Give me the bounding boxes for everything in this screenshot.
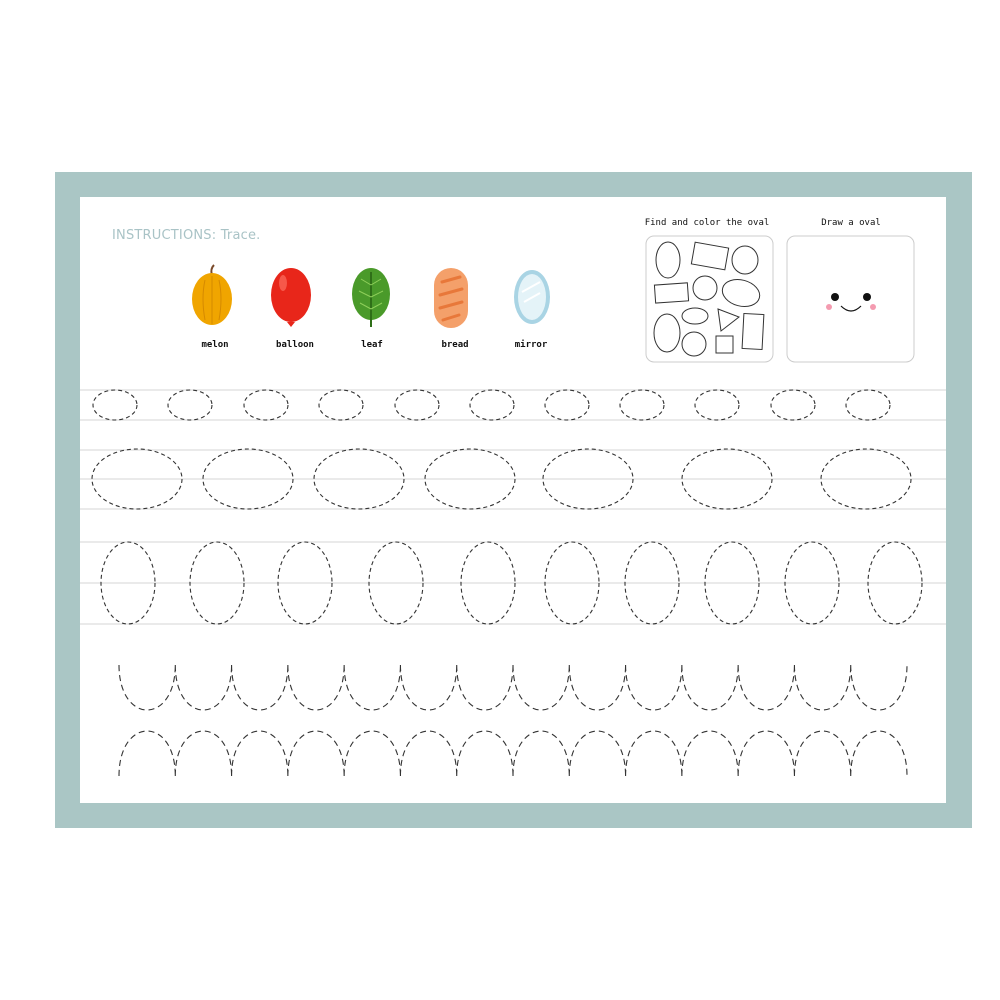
trace-oval-tall — [704, 541, 760, 625]
trace-oval-small — [469, 389, 515, 421]
trace-oval-tall — [784, 541, 840, 625]
trace-oval-small — [619, 389, 665, 421]
bread-icon — [434, 268, 468, 328]
trace-cups-row — [118, 664, 908, 711]
instructions-text: Trace. — [220, 228, 261, 243]
picture-label-melon: melon — [201, 340, 229, 350]
instructions: INSTRUCTIONS: Trace. — [112, 228, 261, 243]
trace-oval-wide — [681, 448, 773, 510]
picture-label-mirror: mirror — [514, 340, 548, 350]
trace-oval-small — [770, 389, 816, 421]
guide-lines — [80, 389, 946, 625]
trace-oval-wide — [91, 448, 183, 510]
trace-oval-tall — [368, 541, 424, 625]
trace-oval-tall — [460, 541, 516, 625]
trace-arches-row — [118, 730, 908, 777]
trace-shapes[interactable] — [91, 389, 923, 777]
trace-oval-small — [243, 389, 289, 421]
trace-oval-wide — [542, 448, 634, 510]
trace-oval-small — [318, 389, 364, 421]
trace-oval-tall — [867, 541, 923, 625]
trace-oval-tall — [624, 541, 680, 625]
instructions-label: INSTRUCTIONS: — [112, 228, 217, 243]
trace-oval-tall — [544, 541, 600, 625]
balloon-icon — [271, 268, 311, 327]
find-box-title: Find and color the oval — [644, 218, 770, 228]
trace-oval-wide — [820, 448, 912, 510]
trace-oval-tall — [189, 541, 245, 625]
trace-oval-small — [845, 389, 891, 421]
mirror-icon — [514, 270, 550, 324]
trace-oval-small — [544, 389, 590, 421]
find-oval-box — [645, 235, 774, 363]
trace-oval-wide — [202, 448, 294, 510]
picture-label-leaf: leaf — [361, 340, 383, 350]
trace-oval-tall — [100, 541, 156, 625]
trace-oval-small — [92, 389, 138, 421]
trace-oval-tall — [277, 541, 333, 625]
melon-icon — [192, 264, 232, 325]
trace-oval-small — [167, 389, 213, 421]
picture-label-bread: bread — [441, 340, 469, 350]
trace-oval-small — [394, 389, 440, 421]
trace-oval-wide — [424, 448, 516, 510]
draw-oval-box[interactable] — [786, 235, 915, 363]
trace-oval-small — [694, 389, 740, 421]
picture-label-balloon: balloon — [276, 340, 314, 350]
draw-box-title: Draw a oval — [821, 218, 881, 228]
leaf-icon — [352, 268, 390, 327]
smiley-face-icon — [826, 293, 876, 312]
trace-oval-wide — [313, 448, 405, 510]
